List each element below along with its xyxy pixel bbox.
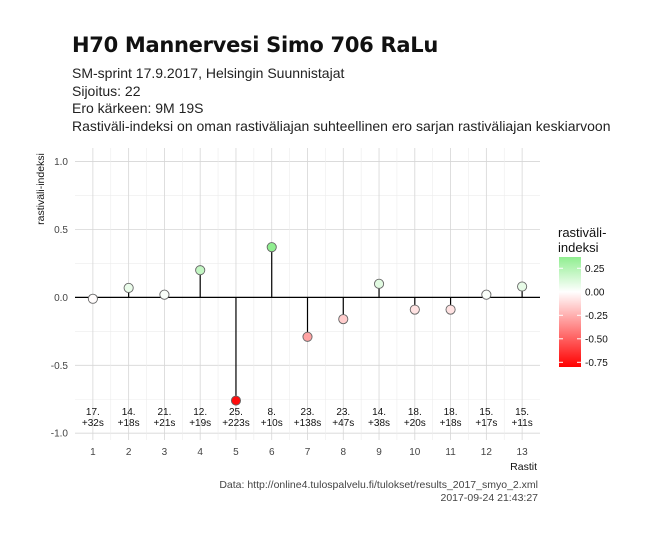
point-label-time: +138s xyxy=(294,418,322,429)
point-label-placement: 21. xyxy=(157,407,171,418)
x-tick-label: 11 xyxy=(445,447,456,458)
point-label-time: +21s xyxy=(153,418,175,429)
point-label-time: +18s xyxy=(440,418,462,429)
data-point xyxy=(445,304,456,315)
subtitle-line-gap: Ero kärkeen: 9M 19S xyxy=(72,100,204,116)
y-tick-label: 1.0 xyxy=(54,157,68,168)
color-legend: rastiväli- indeksi 0.25 0.00 -0.25 -0.50 -0.… xyxy=(558,225,608,369)
legend-ticks: 0.25 0.00 -0.25 -0.50 -0.75 xyxy=(559,264,608,369)
point-label-placement: 15. xyxy=(515,407,529,418)
subtitle-line-description: Rastiväli-indeksi on oman rastiväliajan … xyxy=(72,117,611,134)
legend-title-line-2: indeksi xyxy=(558,240,599,255)
chart-title: H70 Mannervesi Simo 706 RaLu xyxy=(72,33,438,57)
point-label-time: +223s xyxy=(222,418,250,429)
legend-tick-label: 0.00 xyxy=(585,287,605,298)
y-tick-label: 0.5 xyxy=(54,225,68,236)
point-label: 23. +138s xyxy=(294,407,322,429)
data-point xyxy=(481,289,492,300)
point-label: 15. +11s xyxy=(511,407,532,429)
data-points xyxy=(87,242,528,406)
x-tick-label: 7 xyxy=(305,447,311,458)
data-point xyxy=(302,331,313,342)
y-axis-label: rastiväli-indeksi xyxy=(35,153,47,225)
subtitle-line-event: SM-sprint 17.9.2017, Helsingin Suunnista… xyxy=(72,65,345,81)
x-tick-label: 9 xyxy=(376,447,382,458)
point-label-placement: 15. xyxy=(479,407,493,418)
point-label-placement: 23. xyxy=(301,407,315,418)
caption-source: Data: http://online4.tulospalvelu.fi/tul… xyxy=(219,479,538,491)
x-tick-label: 8 xyxy=(340,447,346,458)
chart-caption: Data: http://online4.tulospalvelu.fi/tul… xyxy=(219,479,538,505)
point-label-time: +38s xyxy=(368,418,390,429)
point-label-time: +10s xyxy=(261,418,283,429)
x-axis-ticks: 1 2 3 4 5 6 7 8 9 10 11 12 13 xyxy=(90,447,528,458)
x-tick-label: 10 xyxy=(409,447,421,458)
legend-tick-label: -0.75 xyxy=(585,358,608,369)
x-tick-label: 5 xyxy=(233,447,239,458)
legend-color-bar xyxy=(559,257,581,367)
chart-subtitle: SM-sprint 17.9.2017, Helsingin Suunnista… xyxy=(72,65,611,135)
point-label-placement: 18. xyxy=(444,407,458,418)
point-label: 18. +20s xyxy=(404,407,426,429)
point-label-placement: 23. xyxy=(336,407,350,418)
point-label: 14. +18s xyxy=(118,407,140,429)
data-point xyxy=(123,282,134,293)
point-label: 12. +19s xyxy=(189,407,211,429)
point-label-time: +32s xyxy=(82,418,104,429)
point-label: 23. +47s xyxy=(332,407,354,429)
grid-lines xyxy=(75,148,540,440)
legend-tick-label: 0.25 xyxy=(585,264,605,275)
data-point xyxy=(195,265,206,276)
legend-tick-label: -0.50 xyxy=(585,334,608,345)
point-label-placement: 18. xyxy=(408,407,422,418)
point-label-time: +19s xyxy=(189,418,211,429)
x-axis-label: Rastit xyxy=(510,461,537,473)
y-axis-ticks: -1.0 -0.5 0.0 0.5 1.0 xyxy=(51,157,69,440)
data-point xyxy=(409,304,420,315)
legend-tick-label: -0.25 xyxy=(585,311,608,322)
data-point xyxy=(517,281,528,292)
y-tick-label: -1.0 xyxy=(51,429,69,440)
point-label-placement: 14. xyxy=(372,407,386,418)
point-label-time: +18s xyxy=(118,418,140,429)
point-label-placement: 8. xyxy=(268,407,276,418)
data-point xyxy=(266,242,277,253)
x-tick-label: 2 xyxy=(126,447,132,458)
data-point xyxy=(159,289,170,300)
x-tick-label: 4 xyxy=(197,447,203,458)
point-label-placement: 25. xyxy=(229,407,243,418)
caption-timestamp: 2017-09-24 21:43:27 xyxy=(440,492,539,504)
point-label: 18. +18s xyxy=(440,407,462,429)
point-label-time: +47s xyxy=(332,418,354,429)
point-label: 25. +223s xyxy=(222,407,250,429)
data-point xyxy=(230,395,242,406)
x-tick-label: 3 xyxy=(162,447,168,458)
point-label: 14. +38s xyxy=(368,407,390,429)
point-label-placement: 17. xyxy=(86,407,100,418)
point-label: 17. +32s xyxy=(82,407,104,429)
x-tick-label: 6 xyxy=(269,447,275,458)
data-point xyxy=(373,278,385,289)
legend-title-line-1: rastiväli- xyxy=(558,225,606,240)
point-label: 15. +17s xyxy=(475,407,497,429)
y-tick-label: -0.5 xyxy=(51,361,69,372)
subtitle-line-placement: Sijoitus: 22 xyxy=(72,82,141,99)
point-label-placement: 12. xyxy=(193,407,207,418)
point-label: 21. +21s xyxy=(153,407,175,429)
point-label-placement: 14. xyxy=(122,407,136,418)
point-label: 8. +10s xyxy=(261,407,283,429)
x-tick-label: 13 xyxy=(517,447,529,458)
y-tick-label: 0.0 xyxy=(54,293,68,304)
data-point xyxy=(87,293,98,304)
x-tick-label: 12 xyxy=(481,447,493,458)
data-point xyxy=(338,314,349,325)
point-label-time: +11s xyxy=(511,418,532,429)
point-label-time: +17s xyxy=(475,418,497,429)
x-tick-label: 1 xyxy=(90,447,96,458)
point-label-time: +20s xyxy=(404,418,426,429)
